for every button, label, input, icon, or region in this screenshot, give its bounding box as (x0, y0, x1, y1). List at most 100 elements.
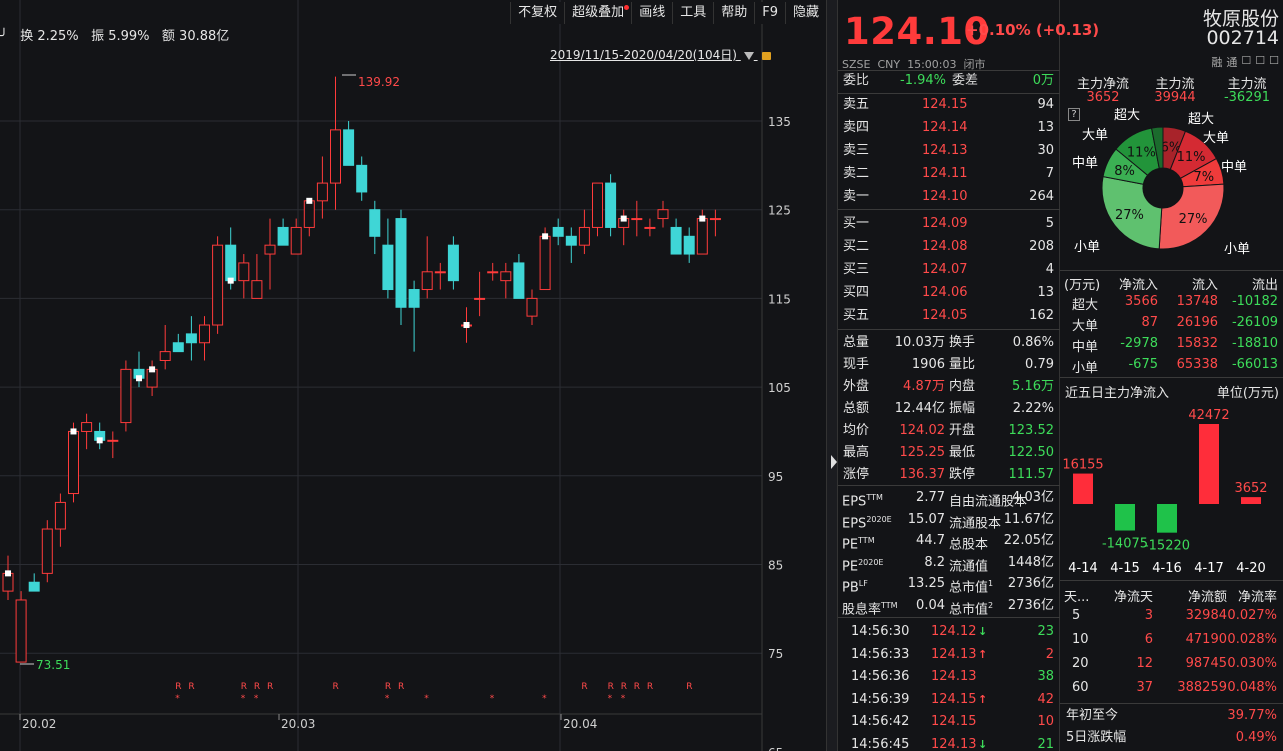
candle-body (447, 244, 459, 282)
candle[interactable] (107, 431, 119, 459)
candle[interactable] (159, 325, 171, 370)
candle[interactable] (316, 156, 328, 219)
toolbar-tools-button[interactable]: 工具 (672, 2, 713, 24)
candle[interactable] (526, 289, 538, 326)
fundamental-label-2-text: 总市值 (949, 601, 989, 617)
candle[interactable] (225, 227, 237, 290)
candle[interactable] (356, 156, 368, 201)
toolbar-no-adjust-button[interactable]: 不复权 (510, 2, 564, 24)
x-tick-label: 20.04 (563, 717, 597, 731)
stats-prefix: ╯ (0, 29, 8, 44)
candle[interactable] (631, 200, 643, 237)
candle[interactable] (28, 573, 40, 592)
candle[interactable] (185, 316, 197, 361)
stat-value-2: 111.57 (1008, 467, 1055, 482)
candle[interactable] (133, 351, 145, 388)
candle[interactable] (395, 209, 407, 326)
candle[interactable] (539, 227, 551, 291)
pie-slice-label: 27% (1179, 212, 1208, 227)
panel-collapse-strip[interactable] (826, 0, 838, 751)
candle[interactable] (172, 333, 184, 353)
stock-tag[interactable]: ☐ (1241, 54, 1252, 67)
date-range-selector[interactable]: 2019/11/15-2020/04/20(104日) (550, 46, 771, 63)
flow-table-name: 中单 (1072, 340, 1099, 355)
candle[interactable] (434, 262, 446, 290)
candle[interactable] (592, 182, 603, 237)
collapse-arrow-icon[interactable] (828, 452, 840, 472)
divider (838, 93, 1060, 94)
help-icon[interactable]: ? (1068, 108, 1080, 121)
fundamental-label-2-sup: 1 (988, 579, 994, 588)
candle[interactable] (264, 218, 276, 290)
y-tick-label: 75 (768, 647, 783, 661)
candle[interactable] (657, 200, 669, 228)
candle[interactable] (120, 360, 132, 432)
candle[interactable] (565, 227, 577, 263)
stock-tag[interactable]: 融 (1211, 56, 1223, 69)
chart-toolbar: 不复权 超级叠加 画线 工具 帮助 F9 隐藏 (510, 2, 826, 24)
candle[interactable] (605, 174, 617, 237)
toolbar-f9-button[interactable]: F9 (754, 2, 785, 24)
candle[interactable] (41, 520, 53, 583)
candle[interactable] (330, 76, 341, 210)
candle[interactable] (644, 218, 656, 237)
stock-tag[interactable]: 通 (1226, 56, 1238, 69)
candle[interactable] (513, 254, 525, 299)
candle[interactable] (683, 227, 695, 263)
candle[interactable] (578, 209, 590, 255)
candle[interactable] (500, 262, 512, 299)
candle[interactable] (369, 200, 381, 255)
candle[interactable] (2, 555, 14, 600)
exchange-status: SZSE CNY 15:00:03 闭市 (842, 58, 986, 71)
candle[interactable] (251, 254, 263, 299)
toolbar-overlay-button[interactable]: 超级叠加 (564, 2, 631, 24)
candle[interactable] (303, 197, 315, 237)
fundamental-row: PETTM 44.7 总股本 22.05亿 (838, 530, 1060, 552)
candle[interactable] (290, 218, 302, 255)
stat-label: 现手 (843, 357, 870, 372)
candle-body (395, 218, 407, 308)
candle[interactable] (212, 236, 224, 334)
toolbar-draw-button[interactable]: 画线 (631, 2, 672, 24)
lock-icon[interactable] (761, 51, 771, 60)
candle[interactable] (199, 316, 210, 361)
candle[interactable] (94, 422, 106, 450)
ask-row: 卖二 124.11 7 (838, 163, 1060, 185)
candle[interactable] (709, 209, 721, 237)
divider (838, 209, 1060, 210)
fundamental-label: PETTM (842, 530, 875, 556)
candle[interactable] (68, 422, 79, 503)
toolbar-hide-button[interactable]: 隐藏 (784, 2, 826, 24)
candle[interactable] (277, 218, 289, 246)
candle[interactable] (487, 262, 499, 281)
candle[interactable] (408, 280, 420, 352)
toolbar-help-button[interactable]: 帮助 (713, 2, 754, 24)
candle[interactable] (421, 236, 433, 299)
candle[interactable] (238, 254, 250, 299)
candle[interactable] (54, 493, 66, 547)
candle[interactable] (670, 218, 682, 255)
fundamental-row: EPSTTM 2.77 自由流通股本 4.03亿 (838, 487, 1060, 509)
candle-body (172, 342, 184, 353)
stock-tag[interactable]: ☐ (1269, 54, 1279, 67)
candle[interactable] (447, 236, 459, 290)
candle[interactable] (474, 271, 486, 317)
candle[interactable] (81, 413, 93, 450)
candle[interactable] (382, 218, 394, 299)
candle[interactable] (618, 209, 630, 246)
stock-tag[interactable]: ☐ (1255, 54, 1266, 67)
fundamental-label-sup: TTM (866, 493, 883, 502)
dropdown-triangle-icon[interactable] (743, 51, 754, 60)
kline-chart-area[interactable]: 135 125 115 105 95 85 75 65 20.02 20.03 20.04 139.9… (0, 0, 826, 751)
candle[interactable] (15, 591, 27, 663)
pie-slice-label: 11% (1127, 145, 1156, 160)
candle[interactable] (146, 360, 158, 396)
candle[interactable] (552, 218, 564, 246)
candle[interactable] (696, 209, 708, 255)
candle[interactable] (343, 121, 355, 166)
kline-chart[interactable]: 135 125 115 105 95 85 75 65 20.02 20.03 20.04 139.9… (0, 0, 826, 751)
flow-table-name: 超大 (1072, 298, 1099, 313)
candle[interactable] (461, 307, 472, 343)
candle-body (592, 182, 603, 228)
bid-price: 124.06 (922, 285, 968, 300)
